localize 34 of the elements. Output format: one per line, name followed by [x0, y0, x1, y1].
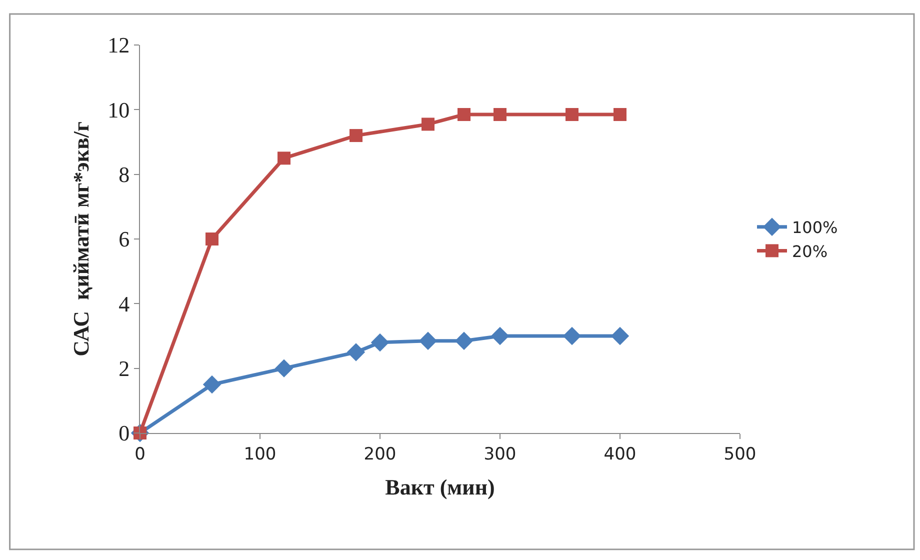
y-axis-title: САС қийматӣ мг*экв/г [68, 122, 94, 356]
point [206, 232, 218, 246]
x-tick-label: 300 [484, 444, 516, 464]
point [418, 332, 438, 350]
y-tick-label: 2 [118, 356, 130, 382]
point [614, 108, 626, 122]
y-tick-label: 8 [118, 162, 130, 188]
x-tick-label: 0 [134, 444, 146, 464]
point [274, 359, 294, 378]
point [370, 333, 390, 352]
point [494, 108, 506, 122]
x-tick-label: 500 [724, 444, 756, 464]
y-tick-label: 6 [118, 226, 130, 252]
x-tick-label: 200 [364, 444, 396, 464]
x-tick-label: 400 [604, 444, 636, 464]
point [562, 326, 582, 346]
y-tick-label: 10 [108, 97, 130, 122]
legend-label: 100% [792, 218, 838, 238]
y-tick-label: 0 [118, 420, 130, 446]
x-axis-title: Вакт (мин) [385, 474, 495, 500]
y-tick-label: 4 [118, 291, 130, 316]
legend-label: 20% [792, 242, 828, 261]
point [458, 108, 470, 122]
x-tick-label: 100 [244, 444, 276, 464]
point [346, 343, 366, 362]
point [202, 375, 222, 394]
point [278, 152, 290, 165]
point [566, 108, 578, 122]
point [454, 332, 474, 350]
point [610, 326, 630, 346]
y-tick-label: 12 [108, 32, 130, 58]
point [490, 326, 510, 346]
point [350, 129, 362, 142]
point [422, 118, 434, 131]
